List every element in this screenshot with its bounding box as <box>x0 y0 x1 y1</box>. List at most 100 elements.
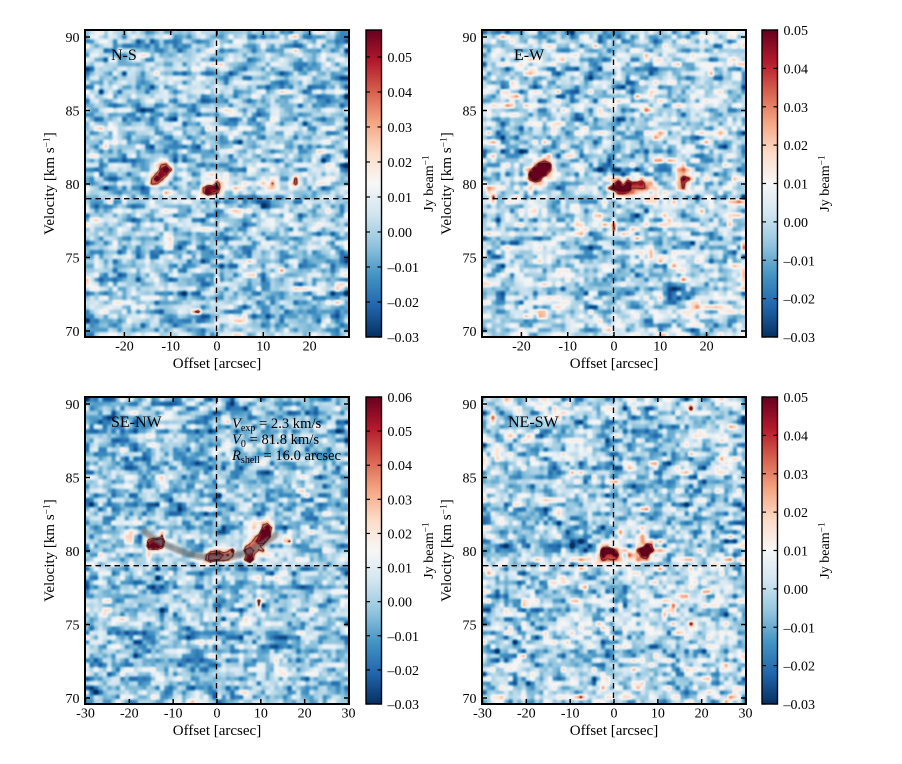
svg-text:Velocity [km s−1]: Velocity [km s−1] <box>42 499 58 602</box>
svg-text:–0.02: –0.02 <box>387 664 420 679</box>
svg-text:0: 0 <box>611 340 618 355</box>
svg-text:–0.02: –0.02 <box>783 293 816 308</box>
svg-text:-30: -30 <box>76 707 95 722</box>
svg-text:90: 90 <box>66 31 80 46</box>
svg-text:0.03: 0.03 <box>784 468 809 483</box>
svg-text:Offset [arcsec]: Offset [arcsec] <box>173 356 261 372</box>
svg-text:–0.02: –0.02 <box>387 296 420 311</box>
svg-text:Offset [arcsec]: Offset [arcsec] <box>570 356 658 372</box>
svg-text:0: 0 <box>214 340 221 355</box>
svg-text:70: 70 <box>66 692 80 707</box>
svg-text:0.01: 0.01 <box>388 562 413 577</box>
svg-text:–0.03: –0.03 <box>387 698 420 713</box>
svg-text:–0.03: –0.03 <box>783 331 816 346</box>
svg-text:Jy beam−1: Jy beam−1 <box>422 155 438 212</box>
svg-text:85: 85 <box>66 105 80 120</box>
svg-text:70: 70 <box>463 325 477 340</box>
svg-text:–0.03: –0.03 <box>387 331 420 346</box>
svg-text:-10: -10 <box>164 707 183 722</box>
svg-text:0.05: 0.05 <box>784 24 809 39</box>
svg-text:20: 20 <box>700 340 714 355</box>
svg-text:10: 10 <box>256 340 270 355</box>
svg-text:20: 20 <box>298 707 312 722</box>
svg-text:V0 = 81.8 km/s: V0 = 81.8 km/s <box>232 432 319 450</box>
svg-text:0.05: 0.05 <box>784 391 809 406</box>
svg-text:0.01: 0.01 <box>784 178 809 193</box>
svg-text:0.05: 0.05 <box>388 425 413 440</box>
svg-text:85: 85 <box>463 472 477 487</box>
svg-text:80: 80 <box>463 178 477 193</box>
svg-text:-10: -10 <box>561 707 580 722</box>
svg-text:30: 30 <box>341 707 355 722</box>
svg-text:90: 90 <box>463 398 477 413</box>
svg-text:-10: -10 <box>558 340 577 355</box>
svg-text:Offset [arcsec]: Offset [arcsec] <box>570 723 658 739</box>
svg-text:80: 80 <box>463 545 477 560</box>
svg-text:70: 70 <box>66 325 80 340</box>
svg-text:–0.01: –0.01 <box>783 621 816 636</box>
svg-text:0.00: 0.00 <box>784 583 809 598</box>
svg-text:–0.01: –0.01 <box>387 261 420 276</box>
svg-text:0.04: 0.04 <box>388 86 413 101</box>
svg-text:0.04: 0.04 <box>784 62 809 77</box>
svg-text:N-S: N-S <box>111 47 137 64</box>
svg-text:0.02: 0.02 <box>388 156 413 171</box>
svg-text:-20: -20 <box>517 707 536 722</box>
svg-text:0.00: 0.00 <box>784 216 809 231</box>
svg-text:85: 85 <box>463 105 477 120</box>
svg-text:–0.03: –0.03 <box>783 698 816 713</box>
svg-text:10: 10 <box>653 340 667 355</box>
svg-text:Velocity [km s−1]: Velocity [km s−1] <box>42 132 58 235</box>
svg-text:-20: -20 <box>120 707 139 722</box>
svg-text:-30: -30 <box>473 707 492 722</box>
svg-text:20: 20 <box>303 340 317 355</box>
svg-text:0.06: 0.06 <box>388 391 413 406</box>
svg-text:Velocity [km s−1]: Velocity [km s−1] <box>439 132 455 235</box>
svg-text:Velocity [km s−1]: Velocity [km s−1] <box>439 499 455 602</box>
svg-text:30: 30 <box>738 707 752 722</box>
svg-text:75: 75 <box>66 252 80 267</box>
svg-text:Vexp = 2.3 km/s: Vexp = 2.3 km/s <box>232 416 321 434</box>
svg-text:10: 10 <box>651 707 665 722</box>
svg-text:Jy beam−1: Jy beam−1 <box>818 155 834 212</box>
svg-text:-20: -20 <box>115 340 134 355</box>
svg-text:Jy beam−1: Jy beam−1 <box>818 522 834 579</box>
svg-text:0: 0 <box>611 707 618 722</box>
svg-text:0.02: 0.02 <box>784 139 809 154</box>
svg-text:0: 0 <box>214 707 221 722</box>
svg-text:75: 75 <box>463 619 477 634</box>
svg-text:0.01: 0.01 <box>388 191 413 206</box>
svg-text:80: 80 <box>66 545 80 560</box>
svg-text:0.04: 0.04 <box>388 459 413 474</box>
svg-text:Rshell = 16.0 arcsec: Rshell = 16.0 arcsec <box>231 448 341 466</box>
svg-text:0.03: 0.03 <box>388 493 413 508</box>
svg-text:Jy beam−1: Jy beam−1 <box>422 522 438 579</box>
svg-text:75: 75 <box>463 252 477 267</box>
svg-text:80: 80 <box>66 178 80 193</box>
svg-text:SE-NW: SE-NW <box>111 414 163 431</box>
svg-text:-10: -10 <box>161 340 180 355</box>
svg-text:85: 85 <box>66 472 80 487</box>
svg-text:0.01: 0.01 <box>784 545 809 560</box>
svg-text:0.00: 0.00 <box>388 226 413 241</box>
svg-text:20: 20 <box>695 707 709 722</box>
svg-text:0.03: 0.03 <box>388 121 413 136</box>
svg-text:NE-SW: NE-SW <box>508 414 560 431</box>
svg-text:0.04: 0.04 <box>784 429 809 444</box>
svg-text:0.03: 0.03 <box>784 101 809 116</box>
svg-text:–0.02: –0.02 <box>783 660 816 675</box>
svg-text:Offset [arcsec]: Offset [arcsec] <box>173 723 261 739</box>
svg-text:70: 70 <box>463 692 477 707</box>
svg-text:0.05: 0.05 <box>388 51 413 66</box>
svg-text:75: 75 <box>66 619 80 634</box>
svg-text:0.02: 0.02 <box>388 527 413 542</box>
svg-text:-20: -20 <box>512 340 531 355</box>
svg-text:90: 90 <box>463 31 477 46</box>
svg-text:–0.01: –0.01 <box>783 254 816 269</box>
svg-text:0.00: 0.00 <box>388 596 413 611</box>
svg-text:90: 90 <box>66 398 80 413</box>
svg-text:10: 10 <box>254 707 268 722</box>
svg-text:E-W: E-W <box>514 47 545 64</box>
svg-text:–0.01: –0.01 <box>387 630 420 645</box>
svg-text:0.02: 0.02 <box>784 506 809 521</box>
